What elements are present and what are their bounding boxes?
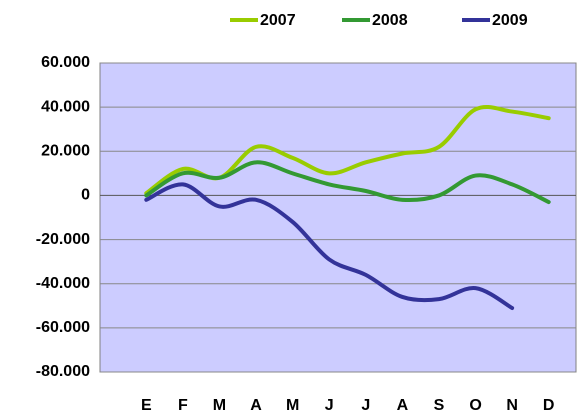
series-line <box>144 160 551 205</box>
y-tick-label: 0 <box>81 187 90 204</box>
x-tick-label: O <box>469 397 481 414</box>
x-tick-label: M <box>286 397 299 414</box>
y-tick-label: 40.000 <box>41 98 90 115</box>
y-tick-label: 60.000 <box>41 54 90 71</box>
x-tick-label: J <box>325 397 334 414</box>
legend-label: 2007 <box>260 12 296 29</box>
series-line <box>144 182 515 310</box>
y-tick-label: -80.000 <box>36 363 90 380</box>
legend-label: 2008 <box>372 12 408 29</box>
x-tick-label: A <box>397 397 409 414</box>
x-tick-label: F <box>178 397 188 414</box>
x-tick-label: A <box>250 397 262 414</box>
y-tick-label: -40.000 <box>36 275 90 292</box>
y-tick-label: 20.000 <box>41 143 90 160</box>
y-tick-label: -20.000 <box>36 231 90 248</box>
x-tick-label: E <box>141 397 152 414</box>
legend-label: 2009 <box>492 12 528 29</box>
plot-area <box>99 62 577 373</box>
y-tick-label: -60.000 <box>36 319 90 336</box>
x-tick-label: M <box>213 397 226 414</box>
x-tick-label: D <box>543 397 555 414</box>
x-tick-label: J <box>361 397 370 414</box>
x-tick-label: N <box>506 397 518 414</box>
x-tick-label: S <box>434 397 445 414</box>
